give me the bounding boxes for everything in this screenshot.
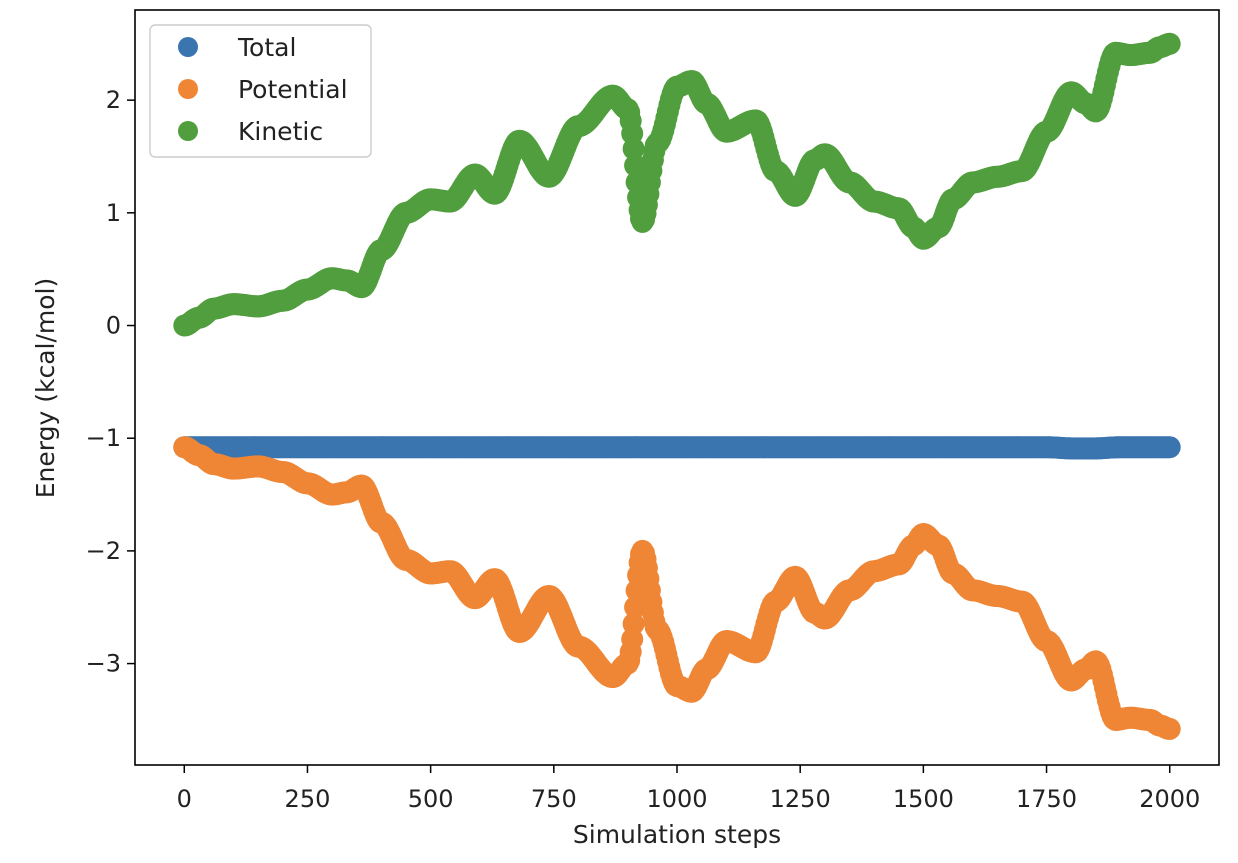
legend-label-kinetic: Kinetic xyxy=(238,117,323,146)
y-tick-label: −3 xyxy=(86,650,121,678)
data-point xyxy=(1158,436,1181,459)
y-tick-label: 0 xyxy=(106,312,121,340)
x-axis: 0 250 500 750 1000 1250 1500 1750 2000 xyxy=(177,765,1200,813)
x-tick-label: 250 xyxy=(285,785,331,813)
y-tick-label: 2 xyxy=(106,86,121,114)
series-kinetic xyxy=(173,32,1181,337)
data-point xyxy=(1158,717,1181,740)
y-axis: −3 −2 −1 0 1 2 xyxy=(86,86,135,678)
y-tick-label: −1 xyxy=(86,424,121,452)
legend: Total Potential Kinetic xyxy=(149,24,372,158)
legend-label-total: Total xyxy=(237,33,296,62)
x-tick-label: 750 xyxy=(531,785,577,813)
legend-marker-total xyxy=(178,37,198,57)
x-tick-label: 0 xyxy=(177,785,192,813)
legend-marker-kinetic xyxy=(178,121,198,141)
y-tick-label: 1 xyxy=(106,199,121,227)
data-point xyxy=(622,137,645,160)
y-axis-label: Energy (kcal/mol) xyxy=(31,278,60,498)
series-potential xyxy=(173,436,1181,740)
data-point xyxy=(1158,32,1181,55)
x-tick-label: 1500 xyxy=(893,785,954,813)
x-axis-label: Simulation steps xyxy=(573,820,781,849)
series-layer xyxy=(173,32,1181,740)
legend-label-potential: Potential xyxy=(238,75,348,104)
legend-box xyxy=(149,24,372,158)
series-total xyxy=(173,436,1181,460)
x-tick-label: 500 xyxy=(408,785,454,813)
x-tick-label: 1000 xyxy=(646,785,707,813)
data-point xyxy=(622,612,645,635)
x-tick-label: 1750 xyxy=(1016,785,1077,813)
x-tick-label: 1250 xyxy=(770,785,831,813)
legend-marker-potential xyxy=(178,79,198,99)
x-tick-label: 2000 xyxy=(1139,785,1200,813)
y-tick-label: −2 xyxy=(86,537,121,565)
